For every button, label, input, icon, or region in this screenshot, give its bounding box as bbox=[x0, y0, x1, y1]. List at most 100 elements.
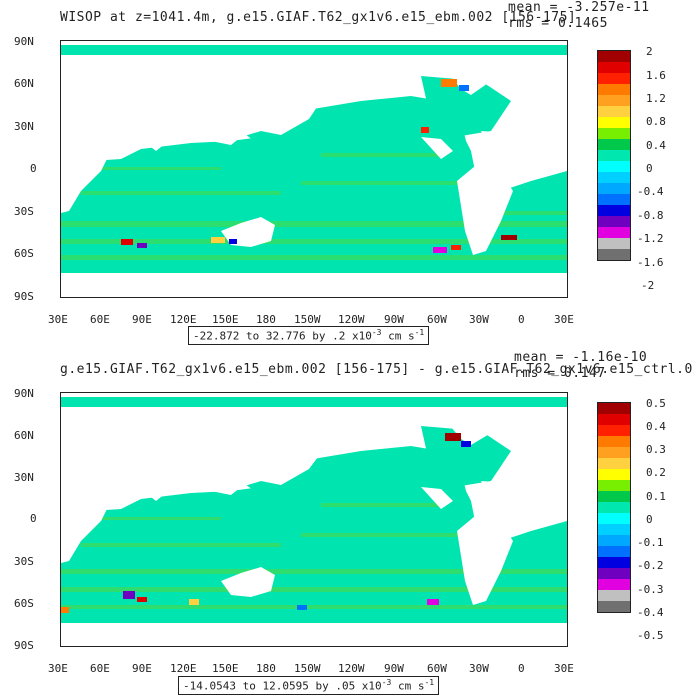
colorbar-swatch bbox=[598, 117, 630, 128]
colorbar-swatch bbox=[598, 414, 630, 425]
panel-2-streaks bbox=[61, 503, 567, 609]
y-tick-label: 30S bbox=[14, 555, 34, 568]
colorbar-label: -0.8 bbox=[637, 209, 664, 222]
x-tick-label: 0 bbox=[518, 662, 525, 675]
colorbar-label: -0.5 bbox=[637, 629, 664, 642]
panel-2-mean: mean = -1.16e-10 bbox=[514, 350, 648, 365]
colorbar-swatch bbox=[598, 601, 630, 612]
colorbar-label: 0.3 bbox=[646, 443, 666, 456]
colorbar-swatch bbox=[598, 568, 630, 579]
y-tick-label: 30N bbox=[14, 120, 34, 133]
colorbar-swatch bbox=[598, 491, 630, 502]
x-tick-label: 60E bbox=[90, 662, 110, 675]
y-tick-label: 60S bbox=[14, 247, 34, 260]
colorbar-label: 0.5 bbox=[646, 397, 666, 410]
x-tick-label: 60W bbox=[427, 313, 447, 326]
x-tick-label: 60E bbox=[90, 313, 110, 326]
x-tick-label: 90E bbox=[132, 313, 152, 326]
colorbar-swatch bbox=[598, 238, 630, 249]
panel-2-colorbar bbox=[597, 402, 631, 613]
colorbar-label: -0.4 bbox=[637, 185, 664, 198]
x-tick-label: 30W bbox=[469, 313, 489, 326]
colorbar-swatch bbox=[598, 150, 630, 161]
colorbar-swatch bbox=[598, 62, 630, 73]
panel-1-mean: mean = -3.257e-11 bbox=[508, 0, 650, 15]
colorbar-label: 0 bbox=[646, 162, 653, 175]
y-tick-label: 30N bbox=[14, 471, 34, 484]
colorbar-label: -0.4 bbox=[637, 606, 664, 619]
x-tick-label: 30E bbox=[48, 662, 68, 675]
x-tick-label: 150E bbox=[212, 313, 239, 326]
colorbar-swatch bbox=[598, 502, 630, 513]
panel-1-land bbox=[61, 55, 567, 297]
x-tick-label: 120E bbox=[170, 313, 197, 326]
panel-1-streaks bbox=[61, 153, 567, 260]
panel-1-colorbar bbox=[597, 50, 631, 261]
colorbar-swatch bbox=[598, 579, 630, 590]
x-tick-label: 120E bbox=[170, 662, 197, 675]
panel-2-rms: rms = 0.147 bbox=[514, 366, 606, 381]
colorbar-label: -0.3 bbox=[637, 583, 664, 596]
panel-1-hotspots bbox=[121, 79, 517, 253]
y-tick-label: 0 bbox=[30, 512, 37, 525]
colorbar-swatch bbox=[598, 183, 630, 194]
colorbar-label: 0.4 bbox=[646, 139, 666, 152]
colorbar-swatch bbox=[598, 403, 630, 414]
colorbar-label: 0.8 bbox=[646, 115, 666, 128]
x-tick-label: 150E bbox=[212, 662, 239, 675]
x-tick-label: 120W bbox=[338, 313, 365, 326]
colorbar-swatch bbox=[598, 128, 630, 139]
colorbar-swatch bbox=[598, 95, 630, 106]
y-tick-label: 60N bbox=[14, 429, 34, 442]
colorbar-label: -2 bbox=[641, 279, 655, 292]
colorbar-swatch bbox=[598, 249, 630, 260]
colorbar-swatch bbox=[598, 447, 630, 458]
colorbar-swatch bbox=[598, 436, 630, 447]
panel-1-map bbox=[60, 40, 568, 298]
colorbar-label: -1.2 bbox=[637, 232, 664, 245]
colorbar-swatch bbox=[598, 51, 630, 62]
panel-1-rms: rms = 0.1465 bbox=[508, 16, 608, 31]
colorbar-swatch bbox=[598, 557, 630, 568]
panel-1-title: WISOP at z=1041.4m, g.e15.GIAF.T62_gx1v6… bbox=[60, 10, 577, 25]
y-tick-label: 90S bbox=[14, 290, 34, 303]
colorbar-swatch bbox=[598, 139, 630, 150]
colorbar-label: 2 bbox=[646, 45, 653, 58]
panel-2-title: g.e15.GIAF.T62_gx1v6.e15_ebm.002 [156-17… bbox=[60, 362, 693, 377]
x-tick-label: 90W bbox=[384, 662, 404, 675]
colorbar-label: -1.6 bbox=[637, 256, 664, 269]
x-tick-label: 150W bbox=[294, 313, 321, 326]
colorbar-swatch bbox=[598, 84, 630, 95]
panel-1-range-label: -22.872 to 32.776 by .2 x10-3 cm s-1 bbox=[188, 326, 430, 345]
colorbar-swatch bbox=[598, 480, 630, 491]
colorbar-label: 0.4 bbox=[646, 420, 666, 433]
panel-2-range-label: -14.0543 to 12.0595 by .05 x10-3 cm s-1 bbox=[178, 676, 440, 695]
colorbar-label: 1.2 bbox=[646, 92, 666, 105]
colorbar-swatch bbox=[598, 106, 630, 117]
y-tick-label: 60N bbox=[14, 77, 34, 90]
x-tick-label: 120W bbox=[338, 662, 365, 675]
colorbar-label: 1.6 bbox=[646, 69, 666, 82]
colorbar-swatch bbox=[598, 590, 630, 601]
panel-1-map-svg bbox=[61, 41, 567, 297]
colorbar-label: -0.1 bbox=[637, 536, 664, 549]
y-tick-label: 30S bbox=[14, 205, 34, 218]
colorbar-swatch bbox=[598, 535, 630, 546]
colorbar-swatch bbox=[598, 73, 630, 84]
colorbar-swatch bbox=[598, 205, 630, 216]
x-tick-label: 60W bbox=[427, 662, 447, 675]
x-tick-label: 30W bbox=[469, 662, 489, 675]
colorbar-label: 0 bbox=[646, 513, 653, 526]
colorbar-swatch bbox=[598, 513, 630, 524]
x-tick-label: 30E bbox=[554, 313, 574, 326]
y-tick-label: 0 bbox=[30, 162, 37, 175]
colorbar-swatch bbox=[598, 227, 630, 238]
x-tick-label: 180 bbox=[256, 313, 276, 326]
x-tick-label: 180 bbox=[256, 662, 276, 675]
y-tick-label: 90S bbox=[14, 639, 34, 652]
colorbar-swatch bbox=[598, 546, 630, 557]
y-tick-label: 90N bbox=[14, 35, 34, 48]
x-tick-label: 150W bbox=[294, 662, 321, 675]
x-tick-label: 0 bbox=[518, 313, 525, 326]
colorbar-label: -0.2 bbox=[637, 559, 664, 572]
